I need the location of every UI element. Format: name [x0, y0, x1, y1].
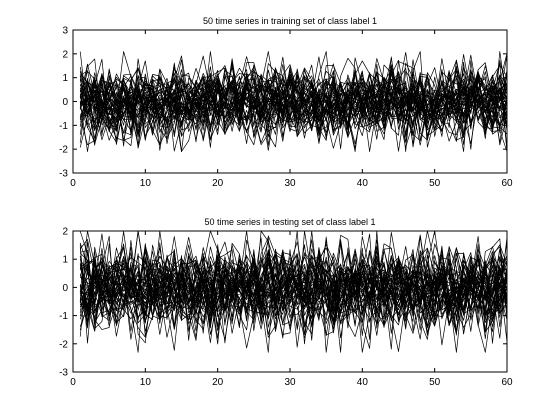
testing-x-tick-label: 50 [429, 377, 441, 388]
training-y-tick-label: 1 [62, 73, 68, 84]
testing-x-tick-label: 40 [357, 377, 369, 388]
training-x-tick-label: 20 [212, 178, 224, 189]
training-series-lines [79, 51, 508, 152]
testing-x-ticks: 0 10 20 30 40 50 60 [70, 231, 513, 388]
testing-chart-title: 50 time series in testing set of class l… [204, 217, 375, 227]
training-chart-title: 50 time series in training set of class … [203, 16, 377, 26]
testing-series-line [79, 249, 508, 333]
training-y-ticks: -3 -2 -1 0 1 2 3 [59, 26, 507, 180]
training-x-tick-label: 0 [70, 178, 76, 189]
testing-x-tick-label: 0 [70, 377, 76, 388]
training-subplot: 50 time series in training set of class … [59, 16, 513, 189]
training-x-tick-label: 30 [284, 178, 296, 189]
training-series-line [79, 54, 508, 152]
training-series-line [79, 67, 508, 146]
testing-y-tick-label: -3 [59, 368, 68, 379]
training-y-tick-label: -3 [59, 169, 68, 180]
testing-y-tick-label: 2 [62, 227, 68, 238]
training-y-tick-label: 3 [62, 26, 68, 37]
testing-series-line [79, 230, 508, 349]
testing-y-tick-label: 1 [62, 255, 68, 266]
training-y-tick-label: 2 [62, 49, 68, 60]
testing-x-tick-label: 10 [140, 377, 152, 388]
testing-series-line [79, 248, 508, 327]
testing-series-line [79, 234, 508, 334]
training-series-line [79, 69, 508, 138]
training-x-tick-label: 50 [429, 178, 441, 189]
testing-series-line [79, 246, 508, 330]
testing-y-tick-label: -1 [59, 311, 68, 322]
testing-y-ticks: -3 -2 -1 0 1 2 [59, 227, 507, 379]
testing-x-tick-label: 60 [501, 377, 513, 388]
testing-y-tick-label: -2 [59, 339, 68, 350]
training-x-tick-label: 10 [140, 178, 152, 189]
testing-series-line [79, 230, 508, 345]
testing-x-tick-label: 20 [212, 377, 224, 388]
testing-x-tick-label: 30 [284, 377, 296, 388]
testing-y-tick-label: 0 [62, 283, 68, 294]
training-x-ticks: 0 10 20 30 40 50 60 [70, 30, 513, 189]
training-series-line [79, 67, 508, 135]
training-series-line [79, 60, 508, 147]
training-y-tick-label: -1 [59, 121, 68, 132]
testing-subplot: 50 time series in testing set of class l… [59, 217, 513, 388]
testing-series-line [79, 239, 508, 329]
training-series-line [79, 59, 508, 137]
training-series-line [80, 51, 508, 147]
training-series-line [79, 61, 508, 152]
training-x-tick-label: 60 [501, 178, 513, 189]
testing-series-lines [79, 230, 508, 353]
testing-series-line [79, 230, 508, 341]
training-y-tick-label: -2 [59, 145, 68, 156]
training-x-tick-label: 40 [357, 178, 369, 189]
testing-series-line [79, 230, 508, 331]
training-y-tick-label: 0 [62, 97, 68, 108]
